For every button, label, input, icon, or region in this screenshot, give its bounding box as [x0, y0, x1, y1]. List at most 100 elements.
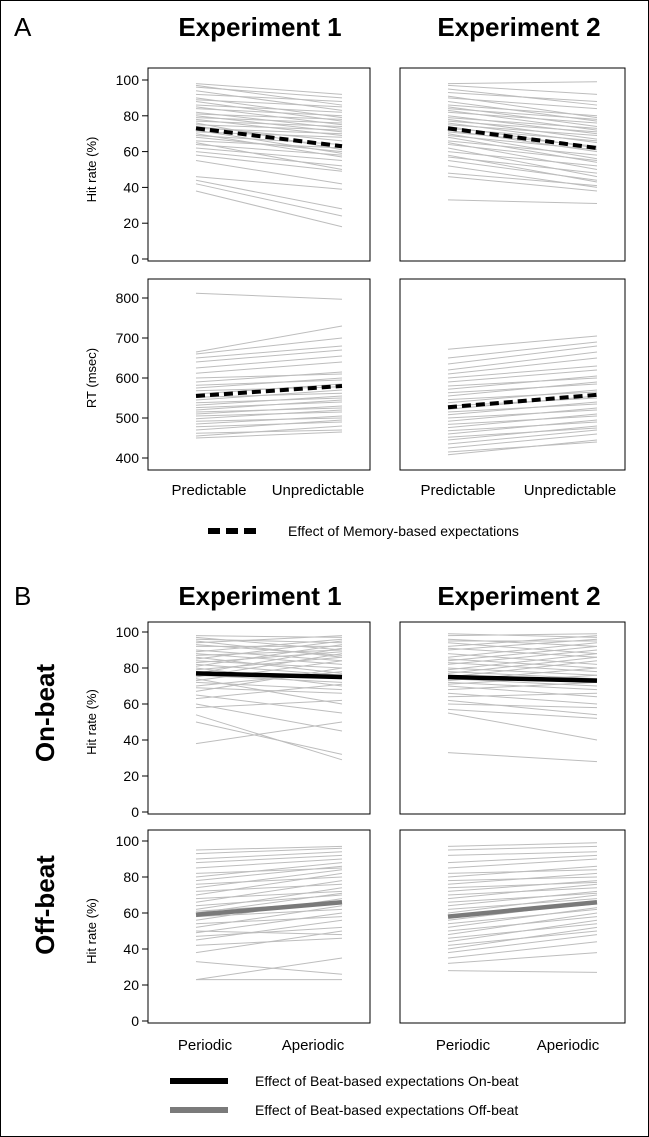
- chart-3: 400 500 600 700 800 RT (msec): [84, 278, 371, 471]
- subject-line: [447, 147, 598, 178]
- subject-line: [195, 134, 343, 145]
- subject-line: [195, 636, 343, 651]
- subject-line: [447, 685, 598, 698]
- subject-line: [195, 160, 343, 185]
- legend-memory-label: Effect of Memory-based expectations: [288, 523, 519, 539]
- subject-line: [447, 653, 598, 671]
- panel-b-xtick-periodic-exp2: Periodic: [436, 1037, 491, 1054]
- subject-line: [195, 847, 343, 855]
- subject-line: [447, 890, 598, 907]
- chart-8: [399, 829, 626, 1024]
- subject-line: [195, 337, 343, 355]
- subject-line: [447, 377, 598, 387]
- subject-line: [195, 660, 343, 682]
- subject-line: [447, 703, 598, 709]
- subject-line: [195, 325, 343, 353]
- subject-line: [195, 876, 343, 885]
- subject-line: [195, 179, 343, 210]
- subject-line: [447, 667, 598, 676]
- subject-line: [447, 133, 598, 160]
- subject-line: [447, 129, 598, 153]
- panel-b-label: B: [14, 581, 31, 611]
- chart-7: 0 20 40 60 80 100 Hit rate (%): [84, 829, 371, 1029]
- y-tick-label: 20: [123, 977, 139, 993]
- subject-line: [447, 658, 598, 669]
- subject-line: [447, 160, 598, 181]
- subject-line: [195, 84, 343, 106]
- subject-line: [195, 104, 343, 113]
- y-tick-label: 600: [116, 370, 140, 386]
- panel-a-title-exp2: Experiment 2: [437, 12, 600, 42]
- chart-6: [399, 621, 626, 815]
- y-tick-label: 400: [116, 450, 140, 466]
- subject-line: [195, 862, 343, 878]
- subject-line: [447, 100, 598, 122]
- y-axis-label: Hit rate (%): [84, 898, 99, 964]
- row-title-on-beat: On-beat: [30, 664, 60, 763]
- subject-line: [195, 961, 343, 975]
- subject-line: [447, 413, 598, 429]
- subject-line: [195, 867, 343, 874]
- subject-line: [447, 81, 598, 85]
- chart-4: [399, 278, 626, 471]
- subject-line: [447, 415, 598, 425]
- subject-line: [195, 687, 343, 694]
- y-tick-label: 40: [123, 732, 139, 748]
- subject-line: [447, 381, 598, 397]
- subject-line: [447, 842, 598, 847]
- plot-frame: [147, 621, 371, 815]
- subject-line: [447, 907, 598, 928]
- subject-line: [195, 90, 343, 111]
- subject-line: [195, 133, 343, 158]
- subject-line: [447, 403, 598, 413]
- subject-line: [195, 349, 343, 363]
- subject-line: [195, 93, 343, 102]
- subject-line: [195, 419, 343, 431]
- subject-line: [447, 365, 598, 379]
- subject-line: [447, 645, 598, 662]
- subject-line: [195, 126, 343, 142]
- subject-line: [447, 176, 598, 192]
- subject-line: [195, 908, 343, 918]
- y-tick-label: 100: [116, 624, 140, 640]
- panel-b-title-exp1: Experiment 1: [178, 581, 341, 611]
- subject-line: [447, 854, 598, 864]
- subject-line: [447, 345, 598, 365]
- panel-b-xtick-periodic-exp1: Periodic: [178, 1037, 233, 1054]
- mean-effect-line: [447, 674, 598, 683]
- subject-line: [447, 678, 598, 687]
- plot-frame: [399, 829, 626, 1024]
- subject-line: [195, 644, 343, 656]
- subject-line: [447, 118, 598, 140]
- mean-effect-line: [195, 126, 343, 149]
- plot-frame: [399, 278, 626, 471]
- y-tick-label: 40: [123, 941, 139, 957]
- subject-line: [447, 642, 598, 655]
- subject-line: [195, 83, 343, 95]
- subject-line: [195, 880, 343, 903]
- subject-line: [447, 941, 598, 959]
- subject-line: [195, 926, 343, 937]
- y-tick-label: 0: [131, 804, 139, 820]
- subject-line: [195, 118, 343, 136]
- subject-line: [195, 703, 343, 732]
- subject-line: [195, 425, 343, 437]
- y-tick-label: 800: [116, 290, 140, 306]
- subject-line: [447, 136, 598, 163]
- y-tick-label: 20: [123, 768, 139, 784]
- subject-line: [195, 894, 343, 907]
- panel-a-xtick-predictable-exp1: Predictable: [171, 482, 246, 499]
- subject-line: [195, 649, 343, 662]
- subject-line: [195, 635, 343, 638]
- subject-line: [195, 397, 343, 404]
- subject-line: [195, 421, 343, 428]
- subject-line: [195, 142, 343, 170]
- y-tick-label: 0: [131, 1013, 139, 1029]
- subject-line: [447, 165, 598, 188]
- plot-frame: [399, 67, 626, 262]
- plot-frame: [147, 67, 371, 262]
- panel-a-xtick-unpredictable-exp1: Unpredictable: [272, 482, 365, 499]
- subject-line: [447, 115, 598, 135]
- subject-line: [447, 151, 598, 167]
- subject-line: [195, 106, 343, 126]
